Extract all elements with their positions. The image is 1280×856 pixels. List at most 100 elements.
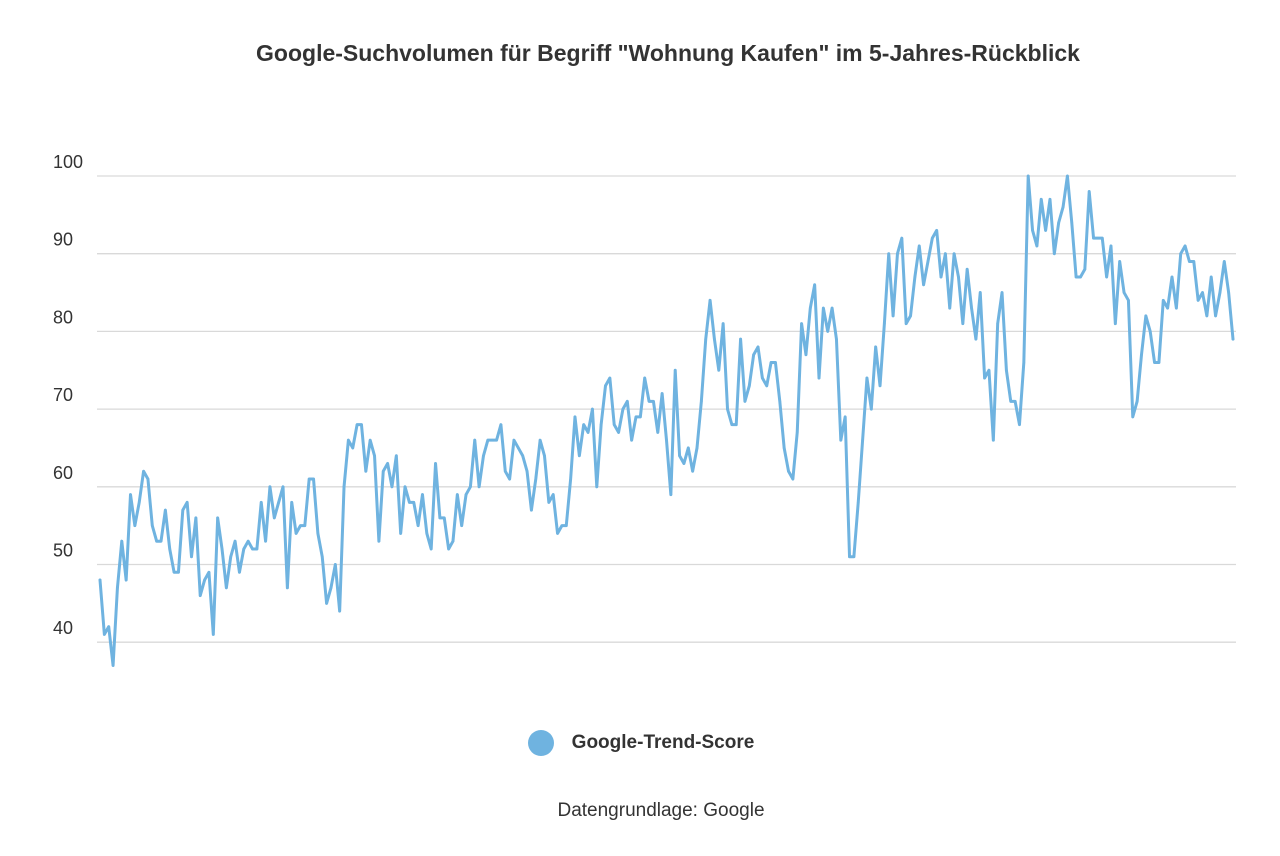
data-point: [1196, 299, 1200, 302]
data-point: [865, 376, 869, 380]
data-point: [634, 415, 638, 419]
data-point: [1039, 198, 1043, 201]
data-point: [595, 485, 599, 489]
data-point: [839, 438, 843, 442]
data-point: [896, 252, 899, 255]
data-point: [843, 415, 847, 419]
source-note: Datengrundlage: Google: [557, 800, 765, 821]
data-point: [181, 508, 185, 512]
data-point: [778, 400, 782, 403]
data-point: [1214, 314, 1217, 318]
data-point: [1218, 291, 1222, 294]
data-point: [177, 570, 180, 574]
data-point: [1127, 299, 1130, 302]
data-point: [273, 516, 276, 520]
data-point: [1074, 275, 1078, 279]
data-point: [1070, 221, 1074, 224]
data-point: [399, 532, 402, 535]
data-point: [556, 532, 559, 535]
data-point: [1201, 291, 1204, 294]
data-point: [495, 438, 498, 442]
data-point: [721, 322, 725, 325]
data-point: [726, 407, 729, 411]
data-point: [103, 633, 106, 636]
data-point: [277, 501, 280, 504]
data-point: [364, 469, 368, 473]
data-point: [1057, 221, 1060, 224]
data-point: [708, 299, 712, 302]
data-point: [503, 469, 507, 473]
data-point: [290, 501, 294, 504]
data-point: [1209, 275, 1213, 279]
data-point: [1044, 229, 1047, 232]
data-point: [360, 423, 363, 426]
data-point: [560, 524, 564, 527]
data-point: [408, 501, 411, 504]
data-point: [434, 462, 437, 465]
data-point: [246, 539, 250, 543]
data-point: [120, 539, 124, 543]
data-point: [926, 260, 930, 263]
data-point: [429, 547, 433, 551]
data-point: [377, 539, 381, 543]
data-point: [355, 423, 359, 426]
data-point: [996, 322, 999, 325]
data-point: [255, 547, 259, 551]
data-point: [220, 547, 224, 551]
data-point: [787, 469, 790, 473]
data-point: [159, 539, 163, 543]
data-point: [464, 493, 468, 496]
data-point: [1192, 260, 1196, 263]
data-point: [782, 446, 786, 450]
data-point: [643, 376, 647, 380]
data-point: [573, 415, 577, 419]
data-point: [168, 547, 172, 551]
data-point: [848, 555, 851, 559]
data-point: [212, 633, 215, 636]
series-group: [98, 174, 1235, 668]
data-point: [129, 493, 132, 496]
data-point: [1231, 337, 1235, 341]
data-point: [386, 462, 389, 465]
data-point: [1031, 229, 1034, 232]
data-point: [233, 539, 237, 543]
y-tick-label: 40: [53, 618, 73, 638]
data-point: [442, 516, 446, 520]
data-point: [564, 524, 568, 527]
data-point: [137, 501, 141, 504]
data-point: [717, 368, 721, 372]
grid-lines: [97, 175, 1236, 643]
data-point: [543, 454, 546, 458]
data-point: [416, 524, 420, 527]
data-point: [207, 570, 211, 574]
data-point: [312, 477, 315, 481]
data-point: [512, 438, 516, 442]
data-point: [665, 438, 668, 442]
data-point: [822, 306, 825, 310]
data-point: [1135, 400, 1139, 403]
data-point: [647, 400, 651, 403]
data-point: [713, 337, 716, 341]
data-point: [294, 532, 298, 535]
data-point: [425, 532, 429, 535]
data-point: [1026, 174, 1030, 178]
data-point: [421, 493, 424, 496]
data-point: [974, 337, 978, 341]
data-point: [451, 539, 455, 543]
data-point: [438, 516, 442, 520]
data-point: [774, 361, 777, 364]
data-point: [268, 485, 272, 489]
data-point: [111, 664, 115, 667]
data-point: [856, 501, 860, 504]
data-point: [1114, 322, 1117, 325]
data-point: [686, 446, 690, 450]
data-point: [695, 446, 699, 450]
data-point: [499, 423, 503, 426]
data-point: [142, 469, 145, 473]
data-point: [673, 368, 677, 372]
data-point: [599, 423, 603, 426]
data-point: [1140, 353, 1143, 357]
data-point: [861, 438, 864, 442]
data-point: [1022, 361, 1026, 364]
